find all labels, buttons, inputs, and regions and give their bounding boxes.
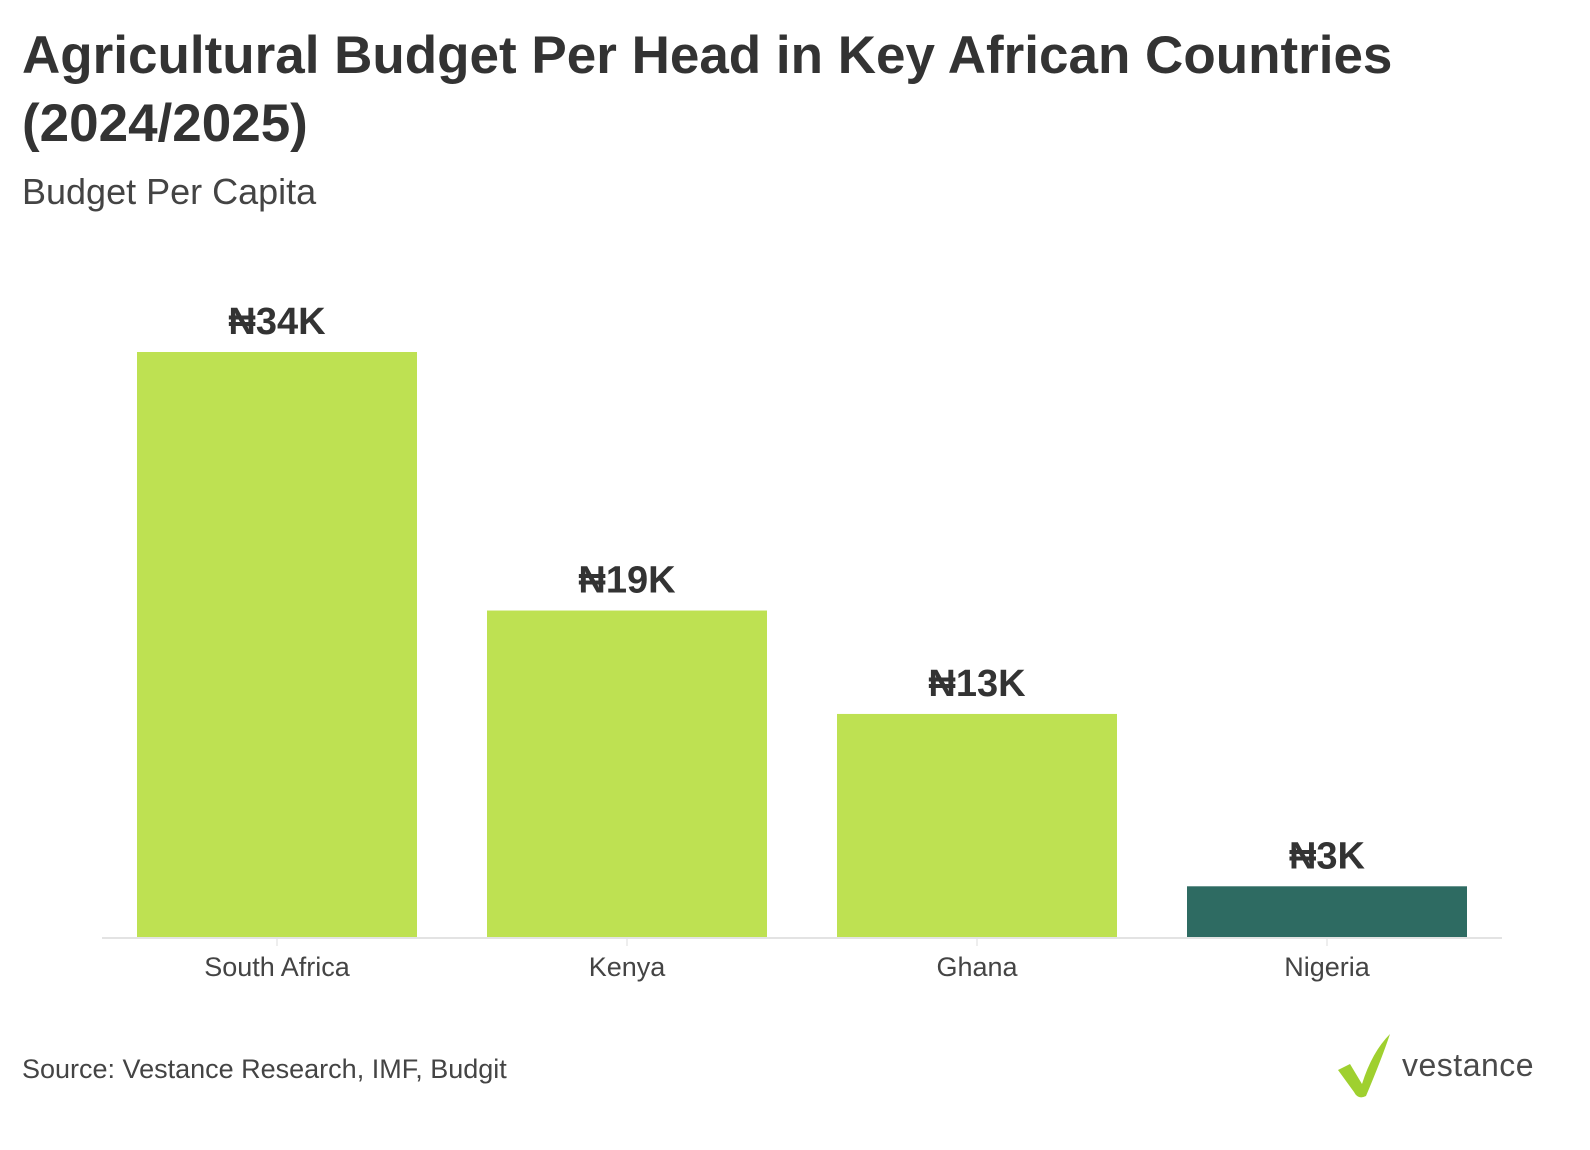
checkmark-icon	[1338, 1034, 1390, 1098]
bar-kenya	[487, 610, 767, 938]
vestance-logo: vestance	[1336, 1030, 1556, 1102]
logo-text: vestance	[1402, 1047, 1535, 1083]
bar-nigeria	[1187, 886, 1467, 938]
chart-title: Agricultural Budget Per Head in Key Afri…	[22, 26, 1393, 153]
x-tick-label: Ghana	[936, 952, 1018, 982]
chart-subtitle: Budget Per Capita	[22, 171, 317, 212]
data-label: ₦3K	[1289, 835, 1366, 877]
bar-south-africa	[137, 352, 417, 938]
x-tick-label: South Africa	[204, 952, 351, 982]
data-label: ₦19K	[578, 560, 676, 602]
x-tick-label: Kenya	[589, 952, 667, 982]
x-tick-label: Nigeria	[1284, 952, 1371, 982]
data-label: ₦34K	[228, 301, 326, 343]
data-label: ₦13K	[928, 663, 1026, 705]
source-note: Source: Vestance Research, IMF, Budgit	[22, 1054, 507, 1084]
bar-ghana	[837, 713, 1117, 938]
